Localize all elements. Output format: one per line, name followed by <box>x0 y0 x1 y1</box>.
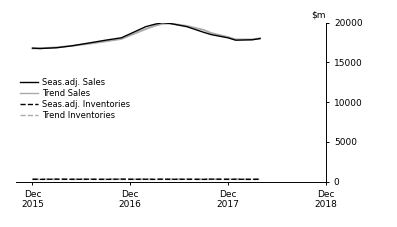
Legend: Seas.adj. Sales, Trend Sales, Seas.adj. Inventories, Trend Inventories: Seas.adj. Sales, Trend Sales, Seas.adj. … <box>20 78 130 120</box>
Text: $m: $m <box>311 10 326 20</box>
